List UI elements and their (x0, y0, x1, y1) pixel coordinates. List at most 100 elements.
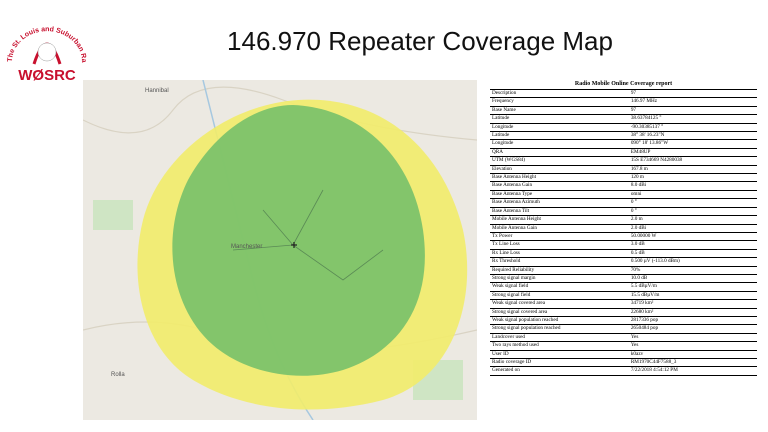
report-row: Rx Line Loss 0.5 dB (490, 248, 757, 259)
report-row: QRA EM48UP (490, 147, 757, 158)
report-value: 97 (628, 88, 757, 99)
coverage-report: Radio Mobile Online Coverage report Desc… (490, 80, 757, 376)
coverage-map: Hannibal Manchester Rolla (83, 80, 477, 420)
report-value: Yes (628, 332, 757, 343)
map-label: Hannibal (145, 88, 169, 94)
slide-title: 146.970 Repeater Coverage Map (227, 26, 613, 56)
report-row: Latitude 38° 38' 16.23"N (490, 131, 757, 141)
report-field: Strong signal population reached (490, 324, 629, 334)
report-field: Base Antenna Type (490, 189, 629, 200)
report-row: Description 97 (490, 88, 757, 99)
report-field: Strong signal field (490, 290, 629, 301)
report-field: Required Reliability (490, 265, 629, 275)
report-field: Longitude (490, 122, 629, 133)
report-field: Base Antenna Gain (490, 181, 629, 191)
report-value: 120 m (628, 173, 757, 183)
report-table: Description 97 Frequency 146.97 MHz Base Nam… (490, 88, 757, 376)
report-row: Strong signal field 15.5 dBµV/m (490, 290, 757, 301)
report-value: Yes (628, 341, 757, 351)
report-value: 0.500 µV (-113.0 dBm) (628, 257, 757, 267)
report-value: 15S E734669 N4280038 (628, 156, 757, 166)
repeater-site (291, 242, 297, 248)
report-row: Mobile Antenna Gain 2.0 dBi (490, 223, 757, 233)
report-row: Base Antenna Gain 8.0 dBi (490, 181, 757, 191)
report-field: Radio coverage ID (490, 357, 629, 368)
report-value: EM48UP (628, 147, 757, 158)
report-field: Mobile Antenna Height (490, 215, 629, 225)
seal (37, 42, 57, 62)
report-value: 0.5 dB (628, 248, 757, 259)
report-value: 0 ° (628, 206, 757, 217)
report-field: Two rays method used (490, 341, 629, 351)
report-row: UTM (WGS84) 15S E734669 N4280038 (490, 156, 757, 166)
report-field: Latitude (490, 114, 629, 124)
report-row: Required Reliability 70% (490, 265, 757, 275)
report-field: QRA (490, 147, 629, 158)
report-row: Weak signal covered area 34719 km² (490, 299, 757, 309)
park (93, 200, 133, 230)
report-row: Strong signal margin 10.0 dB (490, 273, 757, 284)
report-value: 10.0 dB (628, 273, 757, 284)
report-row: Frequency 146.97 MHz (490, 97, 757, 107)
report-field: Latitude (490, 131, 629, 141)
report-row: Landcover used Yes (490, 332, 757, 343)
report-field: Landcover used (490, 332, 629, 343)
report-field: UTM (WGS84) (490, 156, 629, 166)
report-field: Strong signal margin (490, 273, 629, 284)
report-value: 5.5 dBµV/m (628, 282, 757, 292)
report-row: Tx Line Loss 3.0 dB (490, 240, 757, 250)
report-row: Base Name 97 (490, 105, 757, 116)
report-row: Base Antenna Height 120 m (490, 173, 757, 183)
report-row: User ID k0azv (490, 349, 757, 360)
report-field: Description (490, 88, 629, 99)
report-row: Strong signal population reached 2650484 … (490, 324, 757, 334)
report-row: Two rays method used Yes (490, 341, 757, 351)
report-value: RM1970C44F7588_3 (628, 357, 757, 368)
report-value: 70% (628, 265, 757, 275)
report-field: Frequency (490, 97, 629, 107)
report-value: 2650484 pop (628, 324, 757, 334)
report-value: 22680 km² (628, 307, 757, 317)
report-row: Longitude -90.30385137 ° (490, 122, 757, 133)
report-row: Base Antenna Tilt 0 ° (490, 206, 757, 217)
report-row: Elevation 167.8 m (490, 164, 757, 175)
report-field: Weak signal covered area (490, 299, 629, 309)
report-row: Generated on 7/22/2018 4:54:12 PM (490, 366, 757, 376)
report-value: 7/22/2018 4:54:12 PM (628, 366, 757, 376)
report-row: Strong signal covered area 22680 km² (490, 307, 757, 317)
report-row: Base Antenna Type omni (490, 189, 757, 200)
report-field: Strong signal covered area (490, 307, 629, 317)
report-row: Latitude 38.63784125 ° (490, 114, 757, 124)
report-field: Elevation (490, 164, 629, 175)
report-row: Base Antenna Azimuth 0 ° (490, 198, 757, 208)
club-logo: The St. Louis and Suburban Radio Club WØ… (2, 18, 87, 84)
report-value: omni (628, 189, 757, 200)
report-value: 146.97 MHz (628, 97, 757, 107)
report-field: Base Antenna Height (490, 173, 629, 183)
report-value: k0azv (628, 349, 757, 360)
report-field: Generated on (490, 366, 629, 376)
report-field: Tx Line Loss (490, 240, 629, 250)
report-value: 50.00000 W (628, 231, 757, 242)
logo-callsign: WØSRC (18, 67, 76, 84)
report-value: 8.0 dBi (628, 181, 757, 191)
report-value: 38° 38' 16.23"N (628, 131, 757, 141)
report-value: 2.0 m (628, 215, 757, 225)
map-label: Rolla (111, 372, 125, 378)
report-title: Radio Mobile Online Coverage report (574, 81, 673, 87)
report-value: -90.30385137 ° (628, 122, 757, 133)
report-value: 2.0 dBi (628, 223, 757, 233)
report-field: Mobile Antenna Gain (490, 223, 629, 233)
highway (232, 189, 384, 281)
report-field: Weak signal field (490, 282, 629, 292)
report-row: Radio coverage ID RM1970C44F7588_3 (490, 357, 757, 368)
report-row: Mobile Antenna Height 2.0 m (490, 215, 757, 225)
report-value: 38.63784125 ° (628, 114, 757, 124)
report-value: 97 (628, 105, 757, 116)
report-value: 0 ° (628, 198, 757, 208)
report-field: Rx Threshold (490, 257, 629, 267)
strong-coverage (172, 105, 425, 376)
report-value: 34719 km² (628, 299, 757, 309)
report-value: 15.5 dBµV/m (628, 290, 757, 301)
